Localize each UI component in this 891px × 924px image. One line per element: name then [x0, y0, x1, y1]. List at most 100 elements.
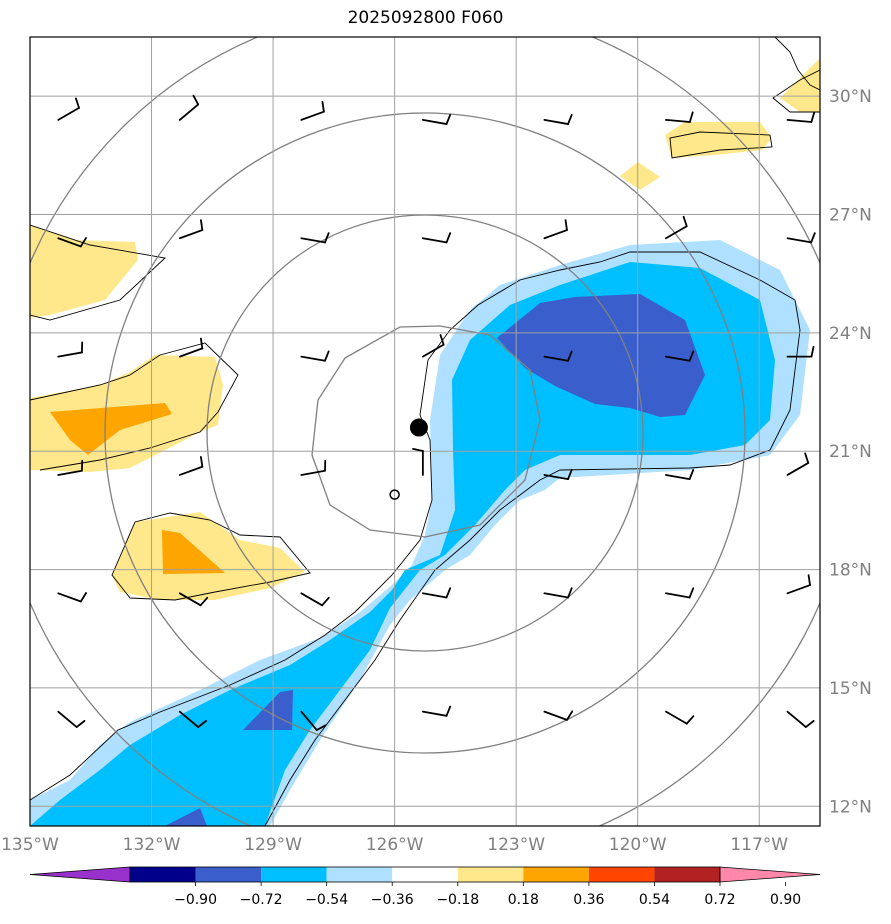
- wind-barb: [543, 587, 573, 599]
- lon-tick-label: 129°W: [244, 835, 302, 855]
- positive-anomaly-region: [620, 162, 660, 190]
- positive-anomaly-region: [30, 225, 138, 318]
- colorbar-segment: [195, 867, 262, 882]
- wind-barb: [57, 592, 87, 603]
- colorbar-extension-low: [29, 866, 131, 883]
- positive-anomaly-region: [780, 58, 820, 112]
- colorbar-segment: [392, 867, 458, 882]
- range-ring: [311, 325, 541, 538]
- latitude-labels: 12°N 15°N 18°N 21°N 24°N 27°N 30°N: [829, 87, 872, 817]
- wind-barb: [665, 350, 695, 362]
- storm-center-marker: [409, 418, 428, 437]
- colorbar-segment: [523, 867, 589, 882]
- lat-tick-label: 27°N: [829, 206, 872, 226]
- positive-anomaly-region: [112, 512, 305, 600]
- map-plot-area: [30, 37, 820, 826]
- wind-barb: [412, 448, 424, 476]
- colorbar-tick-label: 0.90: [770, 892, 801, 908]
- negative-anomaly-strong-region: [497, 294, 705, 417]
- colorbar: −0.90 −0.72 −0.54 −0.36 −0.18 0.18 0.36 0.54 0.7…: [29, 866, 821, 908]
- map-title: 2025092800 F060: [347, 8, 504, 28]
- wind-barb: [57, 459, 84, 476]
- wind-barb: [300, 710, 327, 731]
- wind-barb: [665, 215, 688, 240]
- wind-barb: [178, 219, 204, 240]
- positive-anomaly-region: [665, 122, 772, 158]
- wind-barb: [300, 350, 330, 362]
- colorbar-tick-label: 0.72: [704, 892, 735, 908]
- positive-anomaly-strong-region: [162, 530, 225, 574]
- lon-tick-label: 135°W: [1, 835, 59, 855]
- wind-barb: [421, 334, 445, 358]
- negative-anomaly-strong-region: [165, 808, 207, 826]
- wind-barb: [786, 452, 810, 476]
- lat-tick-label: 30°N: [829, 87, 872, 107]
- wind-barb: [421, 232, 452, 244]
- lon-tick-label: 120°W: [609, 835, 667, 855]
- positive-anomaly-strong-region: [50, 403, 172, 455]
- lat-tick-label: 24°N: [829, 324, 872, 344]
- wind-barb: [786, 574, 811, 595]
- lat-tick-label: 18°N: [829, 561, 872, 581]
- wind-barb: [665, 111, 694, 123]
- colorbar-segment: [588, 867, 655, 882]
- lon-tick-label: 117°W: [730, 835, 788, 855]
- wind-barb: [178, 337, 204, 358]
- contour-lines: [30, 37, 820, 826]
- colorbar-segment: [654, 867, 720, 882]
- wind-barb: [300, 100, 325, 121]
- wind-barb: [178, 592, 209, 607]
- lat-tick-label: 21°N: [829, 442, 872, 462]
- wind-barb: [57, 97, 80, 121]
- wind-barb: [665, 587, 695, 599]
- lon-tick-label: 123°W: [487, 835, 545, 855]
- colorbar-segment: [130, 867, 196, 882]
- wind-barb: [57, 237, 87, 248]
- colorbar-tick-label: 0.18: [508, 892, 539, 908]
- longitude-labels: 135°W 132°W 129°W 126°W 123°W 120°W 117°W: [1, 835, 788, 855]
- wind-barb: [178, 94, 200, 121]
- wind-barb: [665, 468, 695, 481]
- colorbar-tick-label: 0.36: [573, 892, 604, 908]
- wind-barb: [300, 459, 327, 476]
- wind-barb: [300, 232, 330, 244]
- wind-barb: [786, 345, 815, 358]
- wind-barb: [543, 219, 568, 240]
- wind-barb: [543, 710, 574, 721]
- wind-barb: [421, 705, 452, 717]
- colorbar-segment: [326, 867, 393, 882]
- wind-barb: [421, 587, 452, 599]
- wind-barb: [543, 113, 573, 125]
- colorbar-tick-label: −0.90: [174, 892, 217, 908]
- wind-barbs: [57, 94, 816, 731]
- wind-barb: [786, 111, 816, 123]
- negative-anomaly-strong-region: [243, 690, 293, 730]
- map-frame: [29, 36, 821, 827]
- wind-barb: [543, 468, 573, 481]
- negative-anomaly-medium-region: [30, 262, 775, 826]
- lat-tick-label: 15°N: [829, 679, 872, 699]
- shading-layer: [30, 58, 820, 826]
- wind-barb: [786, 232, 816, 244]
- lat-tick-label: 12°N: [829, 797, 872, 817]
- colorbar-tick-label: −0.36: [371, 892, 414, 908]
- colorbar-tick-label: 0.54: [639, 892, 670, 908]
- range-rings: [30, 37, 820, 826]
- wind-barb: [665, 710, 695, 725]
- lon-tick-label: 126°W: [366, 835, 424, 855]
- wind-barb: [300, 592, 330, 607]
- lon-tick-label: 132°W: [123, 835, 181, 855]
- wind-barb: [421, 113, 452, 125]
- colorbar-outline: [129, 866, 721, 883]
- colorbar-tick-label: −0.72: [240, 892, 283, 908]
- colorbar-tick-label: −0.18: [436, 892, 479, 908]
- wind-barb: [57, 710, 86, 728]
- wind-barb: [178, 455, 204, 476]
- range-ring: [104, 112, 746, 754]
- colorbar-segment: [261, 867, 327, 882]
- wind-barb: [786, 710, 815, 728]
- wind-barb: [57, 341, 84, 358]
- wind-barb: [178, 710, 207, 728]
- secondary-center-marker: [389, 489, 400, 500]
